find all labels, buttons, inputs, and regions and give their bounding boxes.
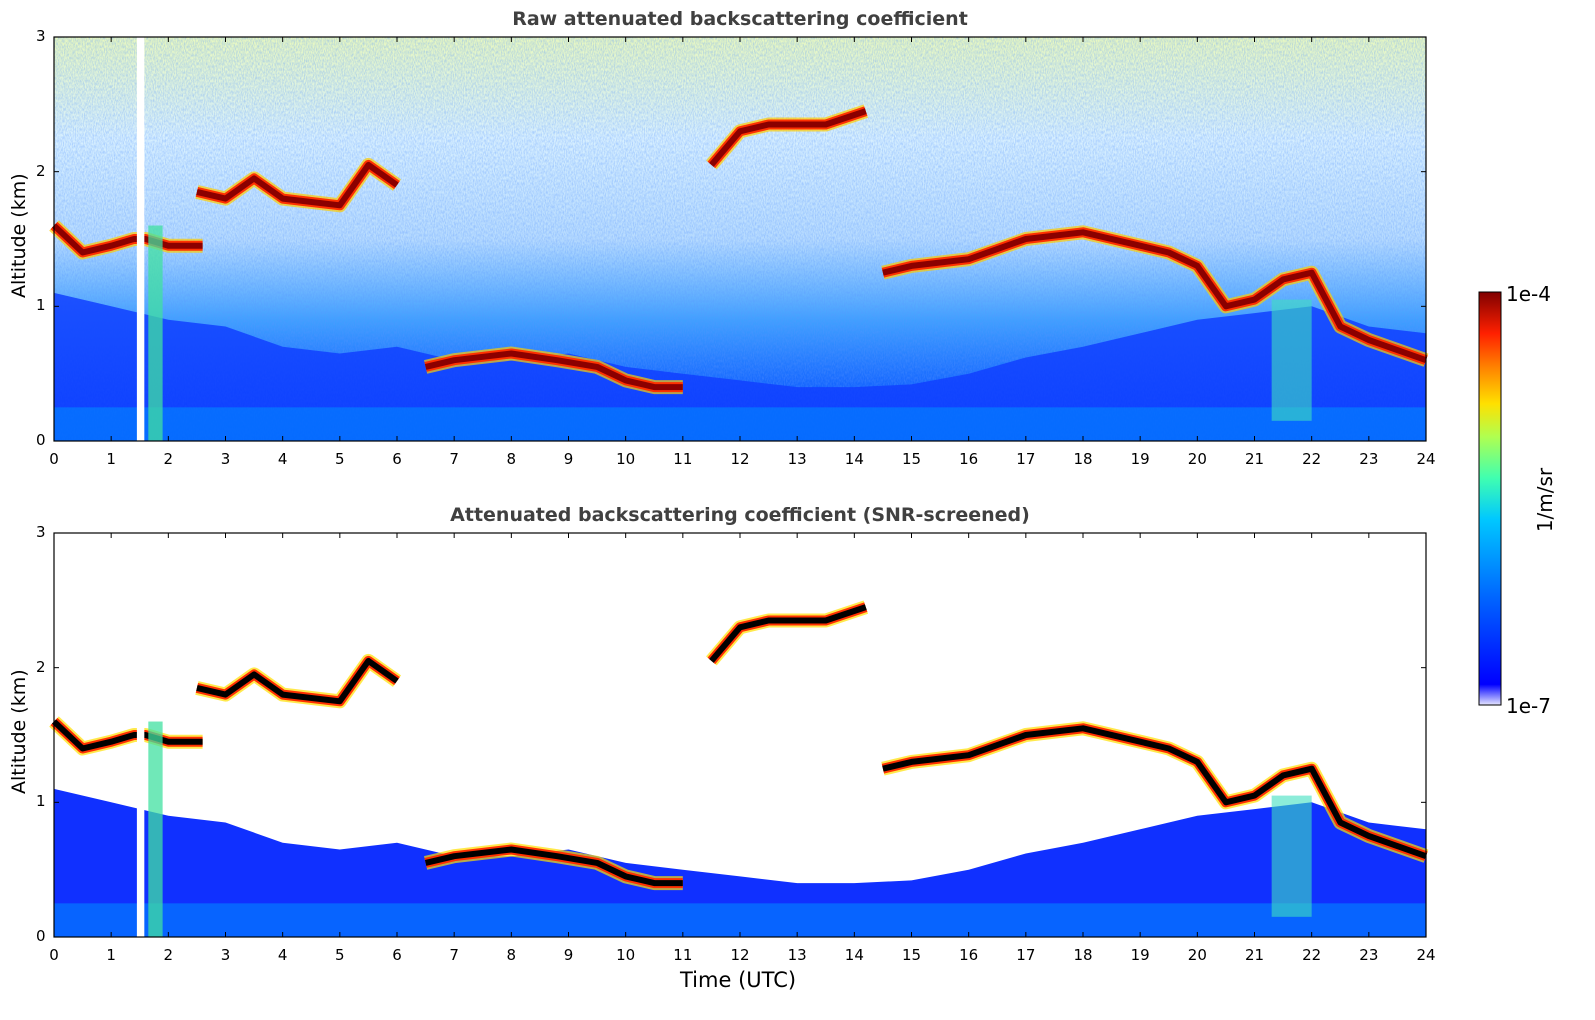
y-tick-label: 3 xyxy=(36,27,46,45)
layer-core-aerosol xyxy=(424,846,683,887)
data-gap xyxy=(136,533,145,937)
boundary-region xyxy=(54,292,1426,441)
x-tick-label: 7 xyxy=(449,946,459,964)
x-tick-label: 23 xyxy=(1359,946,1379,964)
x-tick-label: 10 xyxy=(616,450,636,468)
x-tick-label: 11 xyxy=(673,946,693,964)
x-tick-label: 15 xyxy=(901,946,922,964)
layer-core-cloud xyxy=(882,725,1427,860)
x-tick-label: 14 xyxy=(844,946,864,964)
x-tick-label: 15 xyxy=(901,450,922,468)
x-tick-label: 11 xyxy=(673,450,693,468)
x-tick-label: 19 xyxy=(1130,946,1150,964)
x-tick-label: 8 xyxy=(506,946,517,964)
x-tick-label: 10 xyxy=(616,946,636,964)
colorbar-max-label: 1e-4 xyxy=(1506,282,1551,306)
x-tick-label: 4 xyxy=(277,946,288,964)
x-tick-label: 24 xyxy=(1416,450,1436,468)
x-tick-label: 16 xyxy=(959,946,979,964)
surface-band xyxy=(54,407,1426,441)
layer-core-cloud xyxy=(196,161,399,209)
x-tick-label: 12 xyxy=(730,946,750,964)
x-tick-label: 16 xyxy=(959,450,979,468)
y-tick-label: 2 xyxy=(36,161,46,180)
x-tick-label: 0 xyxy=(49,946,59,964)
x-tick-label: 7 xyxy=(449,450,459,468)
x-tick-label: 9 xyxy=(563,946,574,964)
x-tick-label: 1 xyxy=(106,450,116,468)
x-tick-label: 12 xyxy=(730,450,750,468)
x-tick-label: 13 xyxy=(787,450,807,468)
x-tick-label: 3 xyxy=(220,946,231,964)
x-tick-label: 2 xyxy=(163,946,174,964)
layer-core-boundary xyxy=(51,223,203,256)
y-tick-label: 1 xyxy=(36,296,46,315)
data-gap xyxy=(136,37,145,441)
layer-core-cloud xyxy=(709,604,867,663)
x-tick-label: 24 xyxy=(1416,946,1436,964)
x-tick-label: 19 xyxy=(1130,450,1150,468)
surface-band xyxy=(54,903,1426,937)
x-tick-label: 4 xyxy=(277,450,288,468)
boundary-region xyxy=(54,788,1426,937)
precip-streak xyxy=(148,721,163,937)
y-tick-label: 3 xyxy=(36,523,46,541)
x-tick-label: 17 xyxy=(1016,450,1036,468)
x-tick-label: 1 xyxy=(106,946,116,964)
x-tick-label: 18 xyxy=(1073,946,1093,964)
x-tick-label: 8 xyxy=(506,450,517,468)
layer-core-boundary xyxy=(51,719,203,752)
x-tick-label: 6 xyxy=(392,946,402,964)
x-tick-label: 9 xyxy=(563,450,574,468)
x-tick-label: 17 xyxy=(1016,946,1036,964)
x-tick-label: 23 xyxy=(1359,450,1379,468)
y-tick-label: 1 xyxy=(36,792,46,811)
x-tick-label: 22 xyxy=(1302,946,1322,964)
y-tick-label: 0 xyxy=(36,927,46,945)
x-tick-label: 3 xyxy=(220,450,231,468)
x-tick-label: 13 xyxy=(787,946,807,964)
x-tick-label: 5 xyxy=(335,450,345,468)
bottom-panel-xlabel: Time (UTC) xyxy=(680,968,797,992)
colorbar xyxy=(1478,291,1502,706)
x-tick-label: 20 xyxy=(1187,450,1207,468)
x-tick-label: 14 xyxy=(844,450,864,468)
x-tick-label: 2 xyxy=(163,450,174,468)
layer-core-cloud xyxy=(196,657,399,705)
x-tick-label: 6 xyxy=(392,450,402,468)
y-tick-label: 2 xyxy=(36,657,46,676)
colorbar-unit-label: 1/m/sr xyxy=(1533,467,1557,533)
aerosol-plume xyxy=(1271,299,1312,421)
layer-core-aerosol xyxy=(424,350,683,391)
precip-streak xyxy=(148,225,163,441)
x-tick-label: 21 xyxy=(1244,946,1265,964)
x-tick-label: 0 xyxy=(49,450,59,468)
x-tick-label: 20 xyxy=(1187,946,1207,964)
bottom-panel-title: Attenuated backscattering coefficient (S… xyxy=(450,504,1030,526)
x-tick-label: 18 xyxy=(1073,450,1093,468)
layer-core-cloud xyxy=(709,108,867,167)
top-panel-title: Raw attenuated backscattering coefficien… xyxy=(512,8,968,30)
x-tick-label: 21 xyxy=(1244,450,1265,468)
colorbar-min-label: 1e-7 xyxy=(1506,694,1551,718)
aerosol-plume xyxy=(1271,795,1312,917)
x-tick-label: 22 xyxy=(1302,450,1322,468)
x-tick-label: 5 xyxy=(335,946,345,964)
layer-core-cloud xyxy=(882,229,1427,364)
y-tick-label: 0 xyxy=(36,431,46,449)
